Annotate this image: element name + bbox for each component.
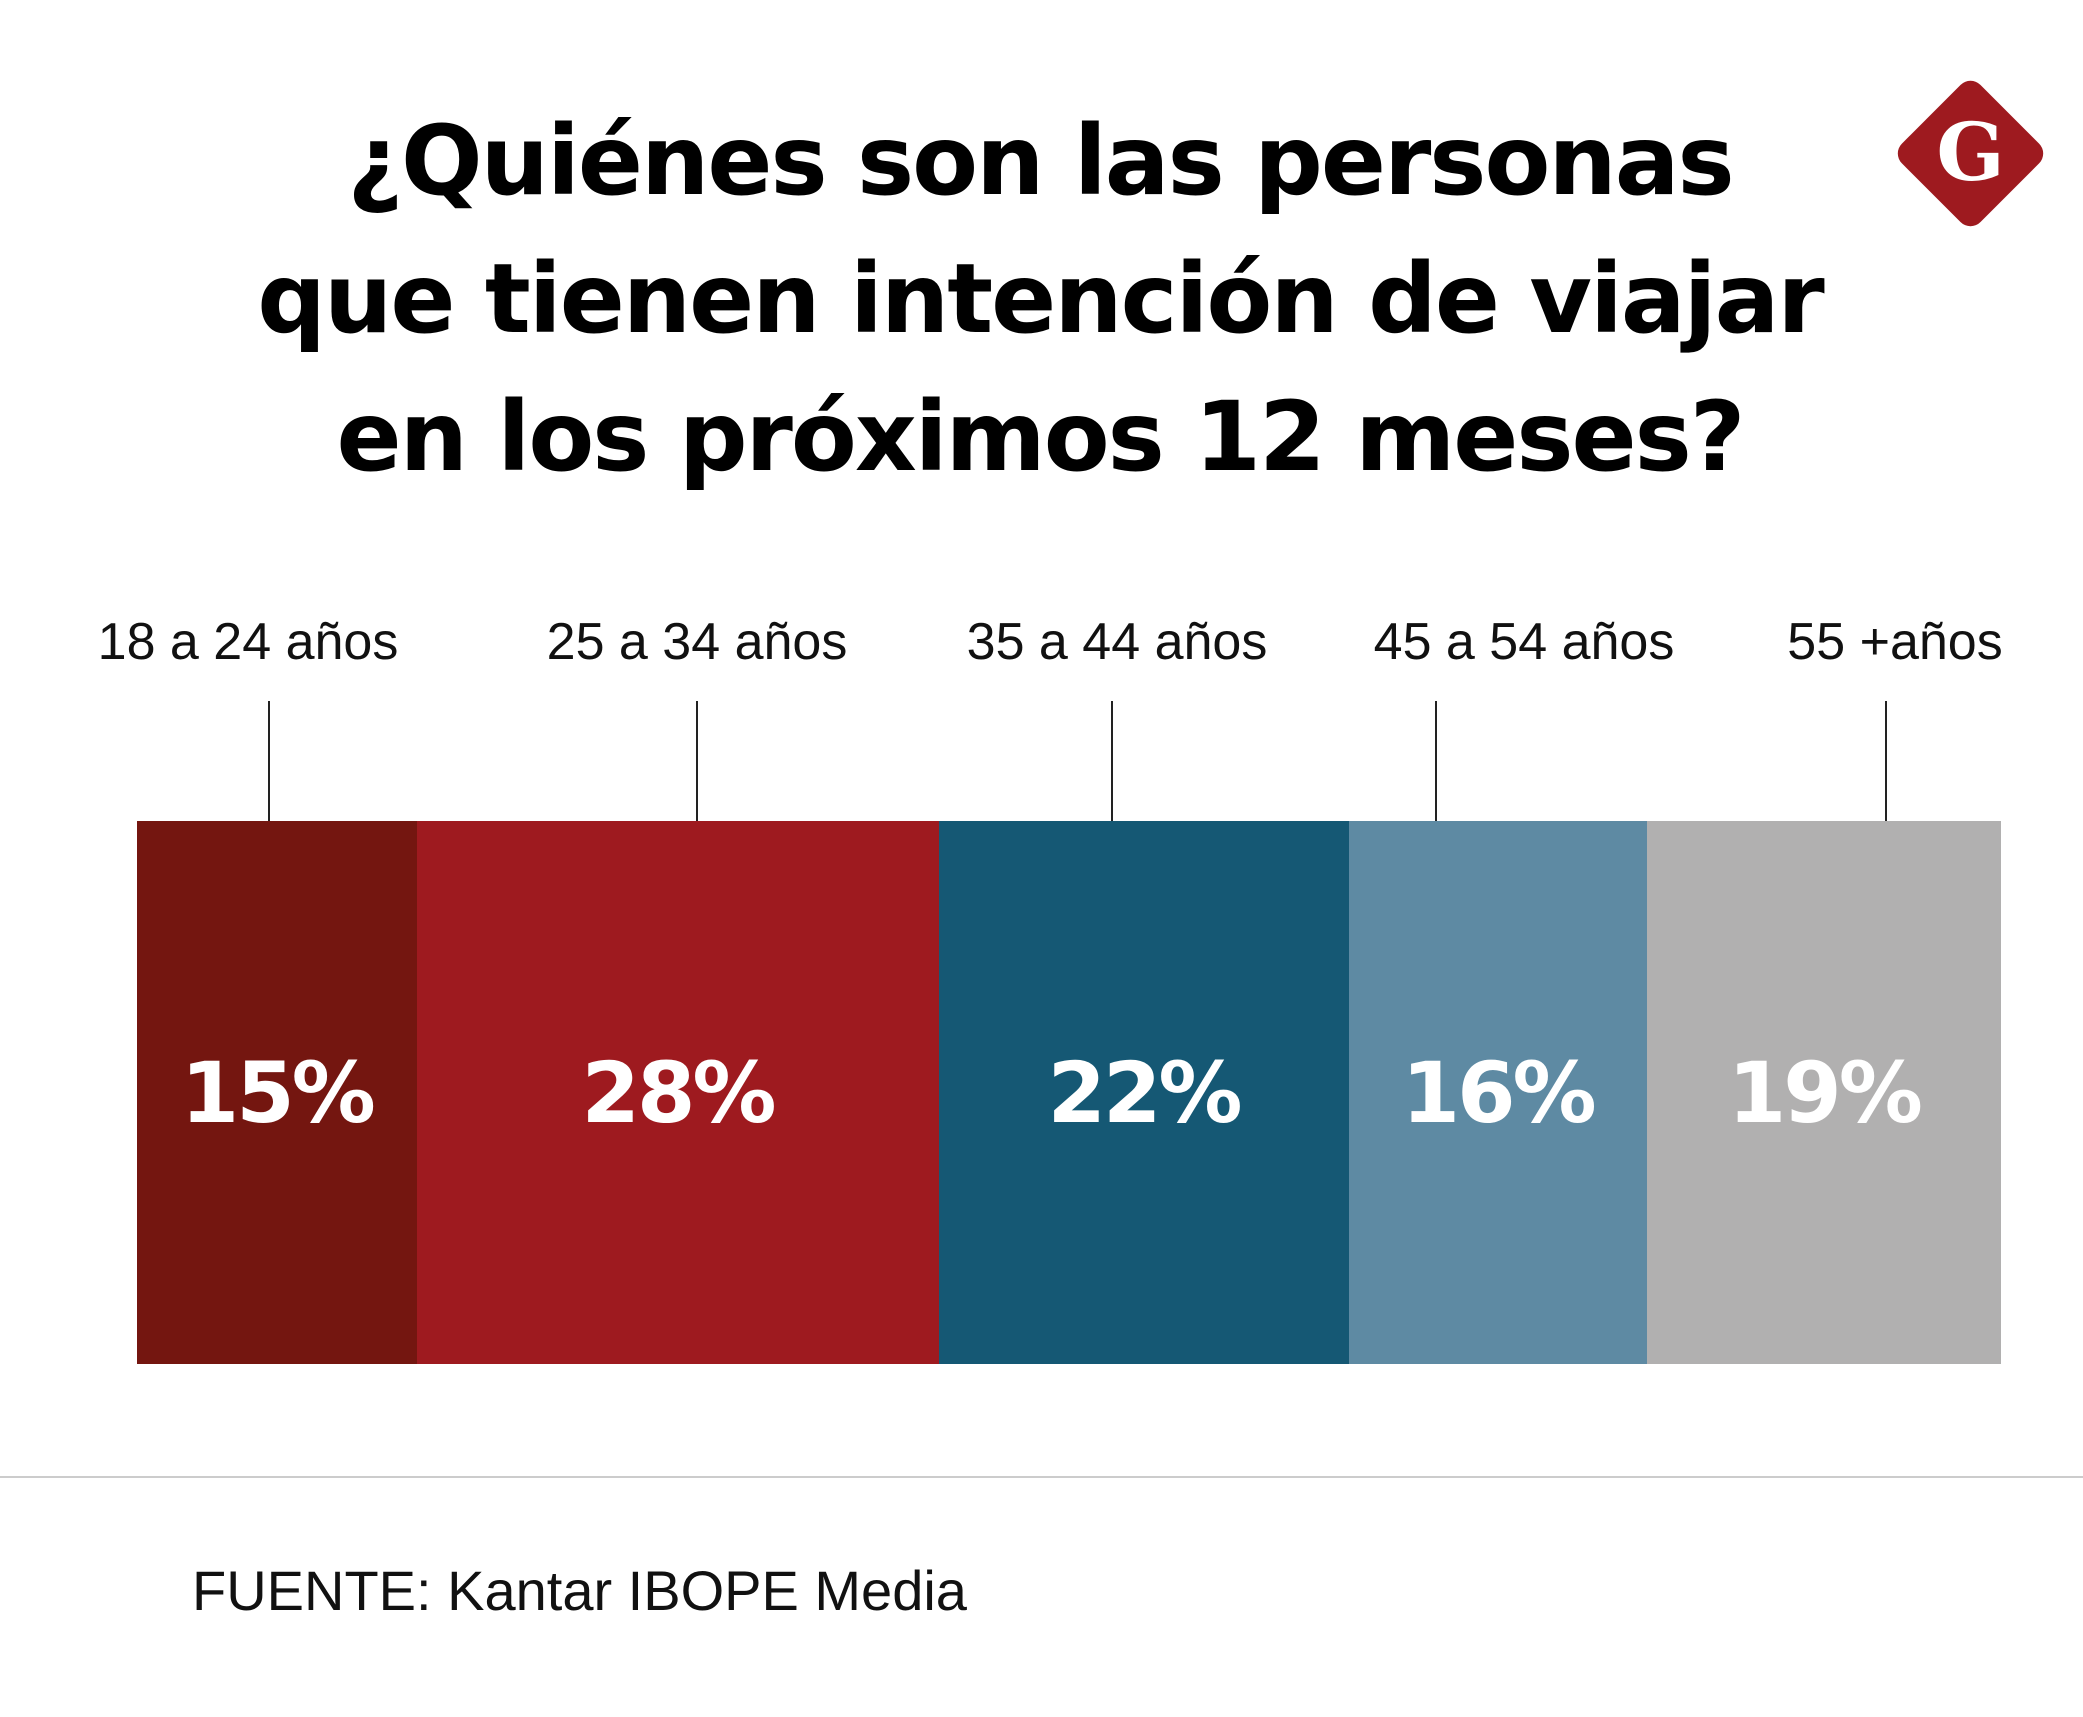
bar-segment-2: 28% [416,821,939,1364]
category-label: 35 a 44 años [966,613,1268,671]
category-label: 45 a 54 años [1373,613,1675,671]
bar-segment-1: 15% [137,821,417,1364]
divider [0,1476,2083,1478]
category-tick [1111,701,1113,821]
category-tick [696,701,698,821]
bar-segment-4: 16% [1348,821,1647,1364]
title-line-2: que tienen intención de viajar [257,243,1824,355]
data-label: 19% [1727,1043,1923,1142]
source-note: FUENTE: Kantar IBOPE Media [192,1559,967,1622]
stacked-bar: 15% 28% 22% 16% 19% [137,821,2001,1364]
title-line-3: en los próximos 12 meses? [336,381,1746,493]
data-label: 15% [180,1043,376,1142]
title-line-1: ¿Quiénes son las personas [347,105,1734,217]
category-tick [1885,701,1887,821]
g-logo-icon: G [1897,80,2044,227]
data-label: 22% [1047,1043,1243,1142]
category-label: 55 +años [1787,613,2003,671]
bar-segment-3: 22% [938,821,1349,1364]
svg-text:G: G [1936,105,2004,199]
chart-title: ¿Quiénes son las personas que tienen int… [180,92,1900,506]
category-tick [1435,701,1437,821]
category-label: 25 a 34 años [546,613,848,671]
data-label: 16% [1401,1043,1597,1142]
bar-segment-5: 19% [1646,821,2001,1364]
category-label: 18 a 24 años [97,613,399,671]
category-tick [268,701,270,821]
data-label: 28% [581,1043,777,1142]
